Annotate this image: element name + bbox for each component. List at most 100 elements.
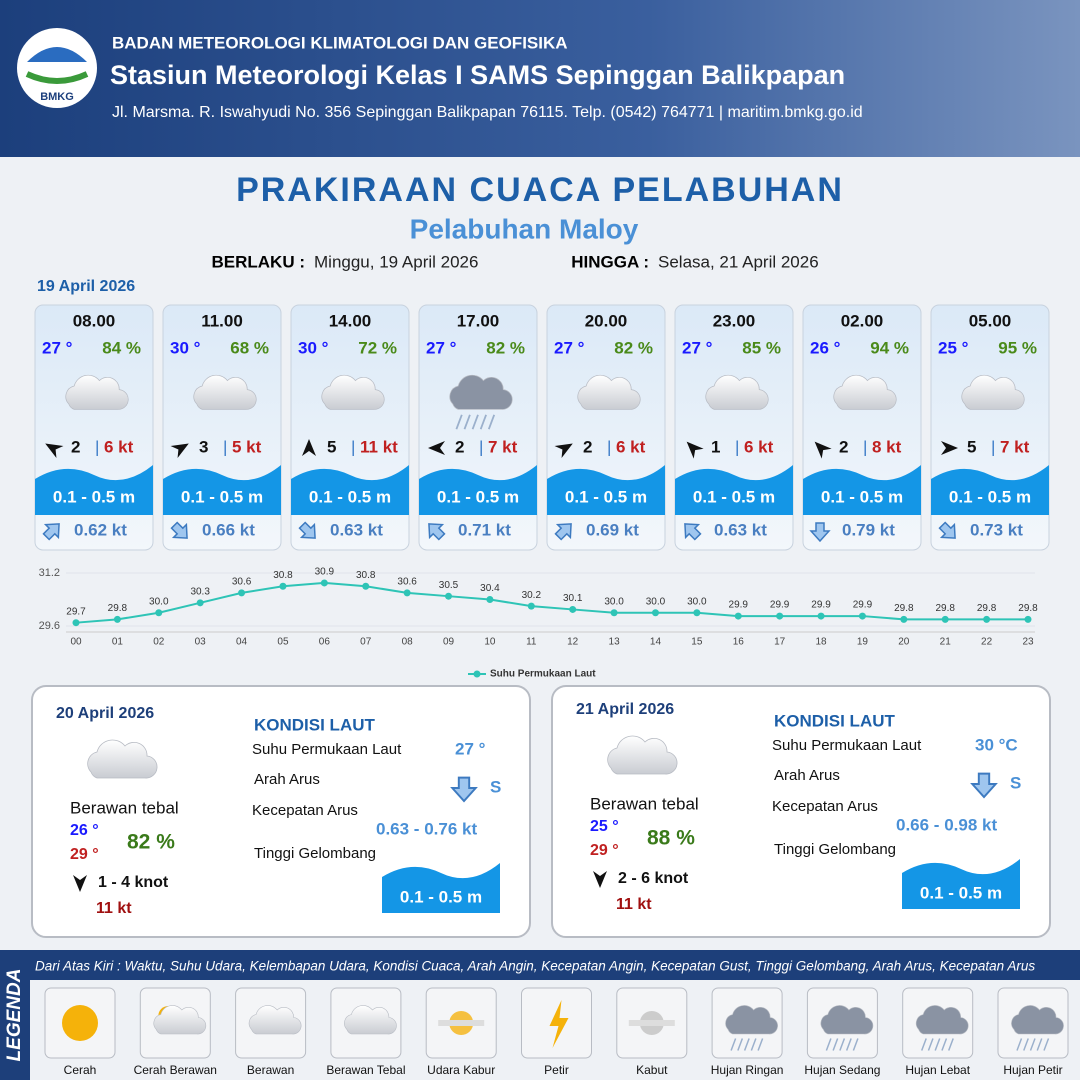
- current-arrow: [809, 522, 831, 543]
- current-arrow: [170, 521, 188, 539]
- legend-label: Udara Kabur: [427, 1063, 495, 1077]
- air-temp: 30 °: [298, 338, 329, 357]
- wind-arrow: [554, 443, 573, 459]
- cloud-icon: [961, 374, 1025, 410]
- x-tick-label: 03: [195, 637, 207, 648]
- data-label: 30.2: [522, 590, 542, 601]
- wind-arrow: [45, 443, 64, 459]
- x-tick-label: 01: [112, 637, 124, 648]
- cloud-shape: [961, 374, 1025, 410]
- legend-band: [0, 950, 1080, 980]
- rain-drop: [927, 1038, 934, 1051]
- slot-time: 11.00: [201, 311, 243, 330]
- rain-drop: [757, 1038, 764, 1051]
- slot-time: 14.00: [329, 311, 372, 330]
- legend-label: Cerah: [64, 1063, 97, 1077]
- cloud-shape: [577, 374, 641, 410]
- cloud-shape: [833, 374, 897, 410]
- wave-height: 0.1 - 0.5 m: [437, 487, 519, 506]
- day-date: 21 April 2026: [576, 701, 674, 718]
- rain-drop: [730, 1038, 737, 1051]
- point: [362, 582, 370, 590]
- x-tick-label: 16: [733, 637, 745, 648]
- legend-label: Berawan Tebal: [326, 1063, 405, 1077]
- humidity: 84 %: [102, 338, 141, 357]
- organization: BADAN METEOROLOGI KLIMATOLOGI DAN GEOFIS…: [112, 33, 568, 52]
- current-arrow: [298, 521, 316, 539]
- cloud-shape: [705, 374, 769, 410]
- humidity: 82 %: [486, 338, 525, 357]
- subtitle: Pelabuhan Maloy: [410, 213, 639, 244]
- valid-to-label: HINGGA :: [571, 252, 649, 271]
- data-label: 30.9: [315, 567, 335, 578]
- legend-description: Dari Atas Kiri : Waktu, Suhu Udara, Kele…: [35, 959, 1035, 974]
- x-tick-label: 02: [153, 637, 165, 648]
- slot-time: 02.00: [841, 311, 884, 330]
- x-tick-label: 07: [360, 637, 372, 648]
- cloud-icon: [65, 374, 129, 410]
- rain-drop: [920, 1038, 927, 1051]
- point: [651, 609, 659, 617]
- point: [817, 612, 825, 620]
- data-label: 30.0: [604, 596, 624, 607]
- gust-speed: 8 kt: [872, 437, 902, 456]
- slot-time: 23.00: [713, 311, 756, 330]
- current-speed: 0.66 - 0.98 kt: [896, 815, 997, 834]
- rain-drop: [941, 1038, 948, 1051]
- x-tick-label: 12: [567, 637, 579, 648]
- data-label: 29.8: [894, 603, 914, 614]
- temp-max: 29 °: [590, 842, 619, 859]
- cloud-icon: [607, 735, 678, 775]
- title: PRAKIRAAN CUACA PELABUHAN: [236, 171, 844, 209]
- wave-area: [419, 465, 537, 515]
- current-speed: 0.71 kt: [458, 520, 511, 539]
- wind-range: 2 - 6 knot: [618, 870, 689, 887]
- x-tick-label: 20: [898, 637, 910, 648]
- cloud-icon: [87, 739, 158, 779]
- data-label: 30.1: [563, 593, 583, 604]
- valid-to: Selasa, 21 April 2026: [658, 252, 819, 271]
- gust-speed: 6 kt: [744, 437, 774, 456]
- rain-drop: [487, 414, 496, 430]
- sea-title: KONDISI LAUT: [774, 711, 896, 730]
- data-label: 30.0: [149, 596, 169, 607]
- wave-area: [163, 465, 281, 515]
- point: [486, 596, 494, 603]
- cloud-shape: [321, 374, 385, 410]
- gust-speed: 6 kt: [104, 437, 134, 456]
- air-temp: 27 °: [42, 338, 73, 357]
- cloud-shape: [915, 1005, 969, 1035]
- point: [983, 615, 991, 623]
- cloud-shape: [193, 374, 257, 410]
- legend-label: Berawan: [247, 1063, 294, 1077]
- current-dir-label: Arah Arus: [254, 771, 320, 788]
- separator: |: [223, 437, 227, 456]
- x-tick-label: 18: [815, 637, 827, 648]
- valid-from: Minggu, 19 April 2026: [314, 252, 478, 271]
- rain-drop: [825, 1038, 832, 1051]
- current-arrow: [42, 523, 60, 541]
- data-label: 30.4: [480, 583, 500, 594]
- condition: Berawan tebal: [590, 794, 699, 813]
- air-temp: 27 °: [682, 338, 713, 357]
- current-dir-label: Arah Arus: [774, 767, 840, 784]
- point: [527, 602, 535, 610]
- current-arrow: [428, 523, 446, 541]
- logo: [17, 28, 97, 108]
- rain-drop: [743, 1038, 750, 1051]
- current-speed-label: Kecepatan Arus: [772, 798, 878, 815]
- point: [113, 615, 121, 623]
- point: [610, 609, 618, 617]
- data-label: 30.3: [190, 586, 210, 597]
- haze: [628, 1020, 675, 1026]
- data-label: 30.6: [232, 577, 252, 588]
- legend-side: [0, 950, 30, 1080]
- rain-drop: [934, 1038, 941, 1051]
- wave-label: Tinggi Gelombang: [774, 841, 896, 858]
- sst-label: Suhu Permukaan Laut: [252, 741, 402, 758]
- rain-drop: [463, 414, 471, 430]
- gust: 11 kt: [616, 896, 652, 913]
- rain-icon: [449, 374, 513, 430]
- current-dir: S: [1010, 773, 1021, 792]
